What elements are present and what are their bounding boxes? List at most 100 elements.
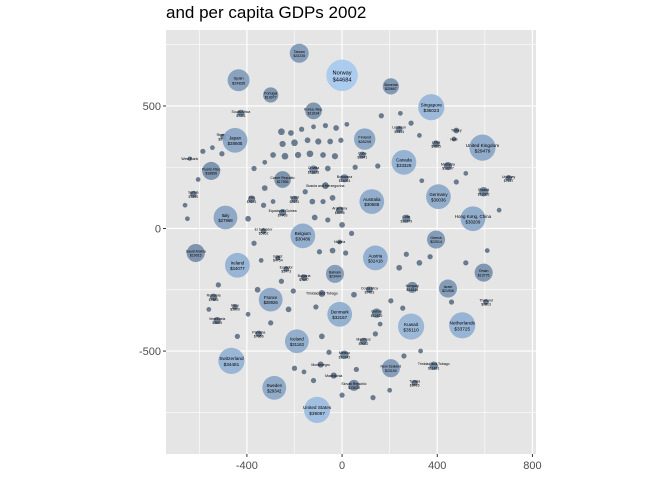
bubble-circle <box>402 214 411 223</box>
country-bubble: Hungary$14844 <box>406 281 419 293</box>
bubble-gdp-label: $21906 <box>442 289 454 293</box>
bubble-country-label: Egypt <box>273 254 282 258</box>
bubble-country-label: Iceland <box>290 337 304 342</box>
filler-bubble <box>311 214 318 221</box>
filler-bubble <box>348 230 355 237</box>
bubble-circle <box>318 290 326 297</box>
bubble-country-label: Romania <box>207 294 221 298</box>
country-bubble: Slovenia$20667 <box>382 78 399 95</box>
axis-ticks: -400 0 400 800 -500 0 500 <box>139 101 542 472</box>
country-bubble: Serbia$7290 <box>188 191 198 199</box>
bubble-gdp-label: $12002 <box>478 192 490 196</box>
country-bubble: Saudi Arabia$19015 <box>186 243 206 263</box>
bubble-circle <box>337 239 343 245</box>
bubble-country-label: Cuba <box>358 151 366 155</box>
filler-bubble <box>353 366 359 373</box>
filler-bubble <box>463 170 469 176</box>
bubble-circle <box>202 161 221 180</box>
country-bubble: Trinidad and Tobago$11461 <box>418 361 450 370</box>
bubble-circle <box>469 134 496 161</box>
bubble-gdp-label: $17596 <box>277 180 289 184</box>
bubble-gdp-label: $8605 <box>212 321 222 325</box>
bubble-country-label: Mauritius <box>356 338 370 342</box>
bubble-gdp-label: $29479 <box>475 149 491 154</box>
filler-bubble <box>268 320 274 326</box>
filler-bubble <box>270 152 276 158</box>
country-bubble: Iran$9241 <box>247 195 257 204</box>
filler-bubble <box>401 353 407 359</box>
bubble-circle <box>283 266 290 272</box>
bubble-gdp-label: $34481 <box>224 362 240 367</box>
bubble-country-label: Gabon <box>371 310 382 314</box>
bubble-country-label: Botswana <box>337 175 352 179</box>
country-bubble: Mauritius$9022 <box>356 337 371 346</box>
bubble-circle <box>483 299 489 305</box>
bubble-circle <box>340 350 349 360</box>
y-tick-label: -500 <box>139 346 161 358</box>
filler-bubble <box>294 151 302 159</box>
bubble-country-label: Austria <box>368 253 382 258</box>
bubble-country-label: Spain <box>234 76 244 81</box>
filler-bubble <box>299 126 305 132</box>
country-bubble: Japan$28605 <box>222 127 248 153</box>
bubble-gdp-label: $30486 <box>295 237 310 242</box>
bubble-circle <box>317 361 324 368</box>
filler-bubble <box>219 151 225 157</box>
bubble-country-label: West Bank <box>181 157 198 161</box>
country-bubble: Norway$44684 <box>326 59 358 92</box>
bubble-circle <box>290 223 316 249</box>
bubble-circle <box>255 330 263 338</box>
filler-bubble <box>416 259 423 266</box>
filler-bubble <box>195 177 201 182</box>
country-bubble: Nigeria <box>334 239 345 245</box>
bubble-circle <box>371 308 382 318</box>
bubble-country-label: Norway <box>333 70 352 76</box>
bubble-gdp-label: $29342 <box>267 388 282 393</box>
bubble-circle <box>291 195 298 203</box>
country-bubble: Montenegro <box>311 361 330 368</box>
bubble-circle <box>340 174 349 183</box>
bubble-country-label: New Zealand <box>381 365 402 369</box>
filler-bubble <box>315 138 322 145</box>
country-bubble: Venezuela$8605 <box>209 316 225 325</box>
filler-bubble <box>290 288 296 294</box>
bubble-gdp-label: $5773 <box>281 270 291 274</box>
bubble-circle <box>222 127 248 153</box>
bubble-country-label: Croatia <box>308 166 319 170</box>
country-bubble: Ireland$34077 <box>225 252 250 278</box>
country-bubble: Italy$27968 <box>213 205 238 230</box>
bubble-gdp-label: $20667 <box>385 87 397 91</box>
filler-bubble <box>338 137 344 143</box>
bubble-gdp-label: $36023 <box>423 108 439 113</box>
bubble-circle <box>275 255 281 261</box>
country-bubble: Gabon$12522 <box>371 308 382 318</box>
bubble-circle <box>304 396 331 423</box>
bubble-country-label: Trinidad and Tobago <box>306 292 338 296</box>
bubble-country-label: Equatorial Guinea <box>269 209 297 213</box>
bubble-country-label: Venezuela <box>209 317 225 321</box>
bubble-country-label: Turkey <box>451 129 462 133</box>
bubble-circle <box>218 347 245 374</box>
bubble-circle <box>186 243 205 263</box>
filler-bubble <box>215 282 221 288</box>
filler-bubble <box>281 152 289 160</box>
filler-bubble <box>260 202 267 208</box>
country-bubble: Libya$9535 <box>431 140 441 149</box>
bubble-gdp-label: $7723 <box>365 290 375 294</box>
bubble-country-label: Slovak Republic <box>341 382 366 386</box>
country-bubble: Uruguay$7727 <box>502 175 515 183</box>
bubble-circle <box>279 209 287 217</box>
country-bubble: Slovak Republic$13639 <box>341 379 367 391</box>
country-bubble: South Africa$7711 <box>232 109 250 118</box>
bubble-gdp-label: $18856 <box>205 172 217 176</box>
bubble-circle <box>432 140 440 148</box>
bubble-country-label: Lebanon <box>392 126 406 130</box>
country-bubble: Brazil$8131 <box>290 196 300 204</box>
bubble-gdp-label: $9535 <box>431 145 441 149</box>
country-bubble: Belgium$30486 <box>290 223 316 249</box>
country-bubble: Egypt$4754 <box>273 254 283 262</box>
bubble-circle <box>274 171 291 188</box>
filler-bubble <box>326 349 332 355</box>
bubble-gdp-label: $10742 <box>339 355 351 359</box>
bubble-circle <box>359 337 368 345</box>
